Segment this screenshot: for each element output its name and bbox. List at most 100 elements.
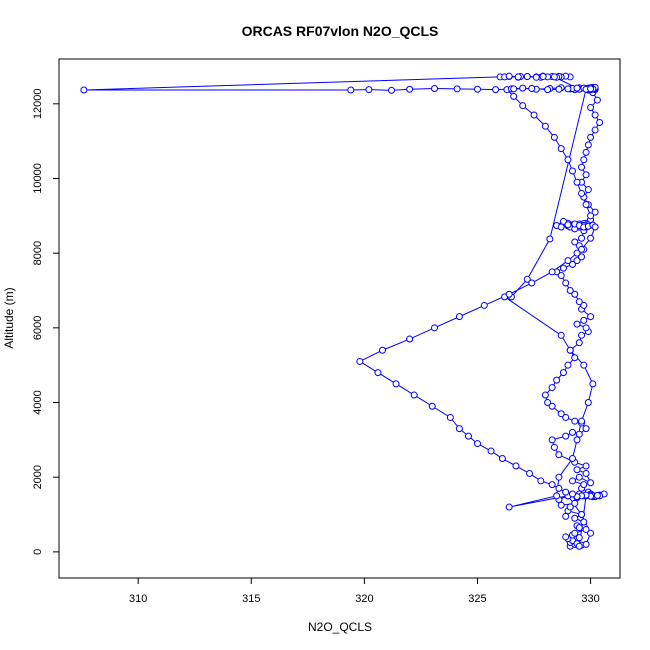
data-point: [480, 301, 488, 309]
data-point: [406, 335, 414, 343]
data-point: [550, 133, 558, 141]
data-point: [388, 86, 396, 94]
data-point: [505, 290, 513, 298]
data-point: [573, 249, 581, 257]
data-point: [510, 85, 518, 93]
data-point: [446, 413, 454, 421]
y-tick-label: 4000: [32, 390, 44, 414]
data-point: [548, 384, 556, 392]
chart-title: ORCAS RF07vlon N2O_QCLS: [242, 23, 439, 39]
data-point: [575, 473, 583, 481]
x-axis-label: N2O_QCLS: [308, 620, 372, 634]
data-point: [566, 287, 574, 294]
data-point: [573, 257, 581, 265]
data-point: [584, 399, 592, 407]
data-point: [473, 85, 481, 93]
data-point: [587, 529, 595, 537]
x-tick-label: 320: [355, 593, 373, 605]
data-point: [392, 380, 400, 388]
data-point: [546, 235, 554, 243]
data-point: [587, 104, 595, 112]
data-point: [571, 238, 579, 246]
data-point: [569, 477, 576, 485]
data-point: [573, 320, 581, 328]
data-point: [564, 156, 572, 164]
y-tick-label: 2000: [32, 465, 44, 489]
data-point: [562, 488, 570, 496]
data-point: [562, 432, 570, 440]
data-point: [530, 111, 538, 119]
data-point: [578, 253, 586, 261]
data-point: [514, 73, 522, 81]
data-point: [569, 260, 576, 268]
y-tick-label: 10000: [32, 163, 44, 194]
data-point: [550, 73, 558, 81]
y-axis-label: Altitude (m): [2, 287, 16, 348]
data-point: [537, 477, 545, 485]
data-point: [582, 525, 590, 533]
data-point: [582, 425, 590, 433]
x-tick-label: 325: [468, 593, 486, 605]
data-point: [580, 481, 588, 489]
data-point: [347, 86, 355, 94]
data-point: [573, 436, 581, 444]
data-point: [428, 402, 436, 410]
data-point: [573, 466, 581, 474]
data-point: [578, 417, 586, 425]
data-point: [553, 492, 561, 500]
data-point: [562, 413, 570, 421]
data-point: [555, 473, 563, 481]
data-point: [569, 428, 576, 436]
y-tick-label: 12000: [32, 89, 44, 120]
data-point: [553, 376, 561, 384]
data-point: [550, 443, 558, 451]
data-point: [356, 357, 364, 365]
data-point: [548, 481, 556, 489]
data-point: [562, 533, 570, 541]
data-point: [519, 102, 527, 110]
data-point: [569, 455, 576, 463]
data-point: [582, 148, 590, 156]
data-point: [582, 462, 590, 470]
data-point: [528, 279, 536, 287]
data-point: [557, 331, 565, 339]
data-point: [492, 86, 500, 94]
data-point: [541, 391, 549, 399]
data-point: [566, 346, 574, 354]
data-point: [575, 430, 583, 438]
data-point: [544, 86, 552, 94]
x-tick-label: 315: [242, 593, 260, 605]
series-line: [83, 75, 605, 547]
data-point: [557, 410, 565, 418]
data-point: [566, 503, 574, 511]
x-tick-label: 330: [581, 593, 599, 605]
data-point: [593, 491, 601, 499]
data-point: [571, 499, 579, 507]
data-point: [453, 85, 461, 93]
data-point: [580, 361, 588, 369]
data-point: [431, 324, 439, 332]
data-point: [512, 462, 520, 470]
data-point: [528, 85, 536, 92]
data-point: [582, 469, 590, 477]
data-point: [526, 469, 534, 477]
data-point: [582, 324, 590, 332]
data-point: [523, 275, 531, 283]
data-point: [587, 234, 595, 242]
data-point: [559, 264, 567, 272]
data-point: [575, 298, 583, 306]
plot-frame: [58, 58, 621, 579]
data-point: [557, 145, 565, 153]
data-point: [374, 369, 382, 377]
data-point: [587, 313, 595, 321]
data-point: [532, 73, 540, 81]
data-point: [541, 122, 549, 130]
data-point: [519, 84, 527, 92]
data-point: [591, 126, 599, 134]
y-tick-label: 6000: [32, 316, 44, 340]
data-point: [571, 417, 579, 425]
series-layer: [80, 72, 608, 550]
data-point: [582, 201, 590, 209]
data-point: [569, 167, 576, 175]
